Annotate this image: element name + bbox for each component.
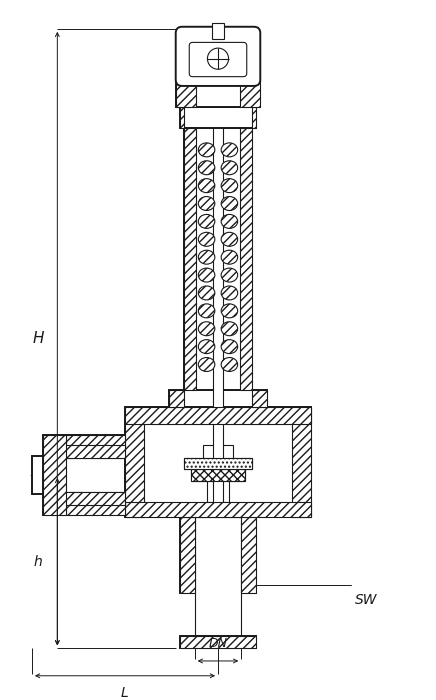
Bar (213, 103, 223, 505)
Bar (49, 492, 125, 505)
Text: SW: SW (355, 594, 378, 608)
Ellipse shape (198, 232, 215, 246)
Ellipse shape (198, 178, 215, 192)
Bar (293, 407, 311, 517)
Bar (180, 636, 256, 648)
Bar (180, 636, 256, 648)
Bar (180, 517, 195, 594)
Bar (125, 407, 311, 424)
Ellipse shape (221, 358, 238, 372)
Circle shape (208, 48, 228, 69)
Bar (125, 502, 311, 517)
Ellipse shape (221, 250, 238, 264)
Bar (191, 468, 245, 482)
Ellipse shape (221, 214, 238, 228)
Bar (176, 80, 196, 107)
Ellipse shape (198, 197, 215, 211)
Bar (184, 458, 252, 468)
Bar (208, 468, 228, 502)
Ellipse shape (221, 286, 238, 300)
Ellipse shape (221, 322, 238, 336)
Bar (176, 80, 260, 107)
Bar (184, 458, 252, 468)
Bar (240, 128, 252, 391)
Ellipse shape (198, 304, 215, 318)
Bar (125, 407, 311, 517)
Ellipse shape (221, 340, 238, 354)
Bar (169, 391, 184, 407)
Text: DN: DN (208, 638, 228, 650)
Ellipse shape (198, 214, 215, 228)
Bar (49, 445, 125, 458)
Bar (66, 435, 125, 515)
Text: H: H (33, 331, 44, 346)
Bar (66, 503, 125, 515)
Ellipse shape (198, 322, 215, 336)
Ellipse shape (198, 340, 215, 354)
Bar (191, 468, 245, 482)
Ellipse shape (221, 304, 238, 318)
Bar (125, 407, 143, 517)
Bar (169, 391, 267, 407)
Ellipse shape (198, 161, 215, 175)
Bar (32, 456, 43, 494)
Text: h: h (34, 554, 43, 568)
Bar (49, 445, 125, 505)
Ellipse shape (221, 143, 238, 157)
FancyBboxPatch shape (189, 43, 247, 76)
FancyBboxPatch shape (176, 27, 260, 86)
Bar (184, 128, 196, 391)
Bar (66, 435, 125, 447)
Ellipse shape (198, 268, 215, 282)
Bar (252, 391, 267, 407)
Bar (180, 107, 256, 128)
Bar (184, 128, 252, 391)
Ellipse shape (221, 268, 238, 282)
Bar (195, 517, 241, 636)
Ellipse shape (198, 250, 215, 264)
Bar (241, 517, 256, 594)
Ellipse shape (221, 161, 238, 175)
Bar (252, 107, 256, 128)
Ellipse shape (221, 232, 238, 246)
Bar (240, 80, 260, 107)
Text: L: L (121, 686, 129, 700)
Bar (180, 517, 256, 594)
Ellipse shape (198, 358, 215, 372)
Ellipse shape (221, 197, 238, 211)
Ellipse shape (221, 178, 238, 192)
Bar (43, 435, 66, 515)
Bar (43, 435, 66, 515)
Bar (180, 107, 184, 128)
Ellipse shape (198, 143, 215, 157)
Ellipse shape (198, 286, 215, 300)
Bar (203, 445, 233, 458)
Bar (211, 22, 225, 39)
